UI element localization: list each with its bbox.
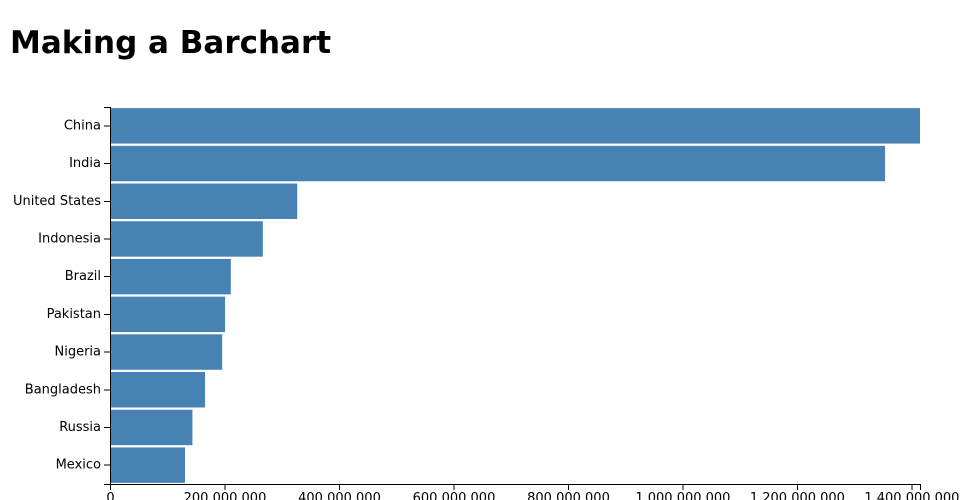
y-tick-label: China <box>64 118 101 133</box>
x-tick-label: 1,000,000,000 <box>635 491 730 500</box>
x-axis-line <box>110 484 921 490</box>
x-tick-label: 1,400,000,000 <box>864 491 959 500</box>
bars-group <box>110 108 920 483</box>
bar-mexico <box>110 447 185 483</box>
y-tick-label: Mexico <box>56 458 101 473</box>
x-axis: 0 200,000,000 400,000,000 600,000,000 800,00… <box>106 484 959 500</box>
x-tick-label: 1,200,000,000 <box>750 491 845 500</box>
page-title: Making a Barchart <box>10 25 332 61</box>
bar-india <box>110 145 886 182</box>
x-tick-label: 800,000,000 <box>527 491 610 500</box>
bar-brazil <box>110 258 231 295</box>
y-tick-label: Brazil <box>65 269 101 284</box>
bar-united-states <box>110 183 298 219</box>
x-tick-label: 600,000,000 <box>413 491 496 500</box>
x-tick-label: 400,000,000 <box>298 491 381 500</box>
y-axis-line <box>104 107 111 485</box>
y-tick-label: United States <box>13 194 101 209</box>
bar-bangladesh <box>110 372 206 408</box>
y-tick-label: Nigeria <box>54 345 101 360</box>
bar-china <box>110 108 920 144</box>
x-tick-label: 200,000,000 <box>184 491 267 500</box>
y-tick-label: Russia <box>59 420 101 435</box>
bar-indonesia <box>110 221 263 257</box>
y-tick-label: Bangladesh <box>25 382 101 397</box>
y-tick-label: Indonesia <box>38 232 101 247</box>
bar-russia <box>110 409 193 446</box>
x-tick-label: 0 <box>106 491 114 500</box>
y-tick-label: India <box>69 156 101 171</box>
bar-pakistan <box>110 296 226 333</box>
y-axis: China India United States Indonesia Brazil Pa… <box>13 107 111 485</box>
bar-nigeria <box>110 334 223 370</box>
y-tick-label: Pakistan <box>47 307 101 322</box>
